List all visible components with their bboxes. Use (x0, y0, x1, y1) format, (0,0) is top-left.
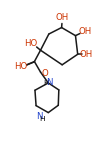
Text: HO: HO (14, 62, 27, 71)
Text: H: H (43, 80, 49, 86)
Text: OH: OH (79, 50, 93, 59)
Text: O: O (42, 69, 48, 78)
Text: OH: OH (55, 12, 69, 22)
Text: H: H (39, 116, 45, 122)
Text: HO: HO (24, 39, 37, 48)
Text: OH: OH (79, 27, 92, 36)
Text: N: N (36, 112, 43, 122)
Text: N: N (47, 78, 53, 87)
